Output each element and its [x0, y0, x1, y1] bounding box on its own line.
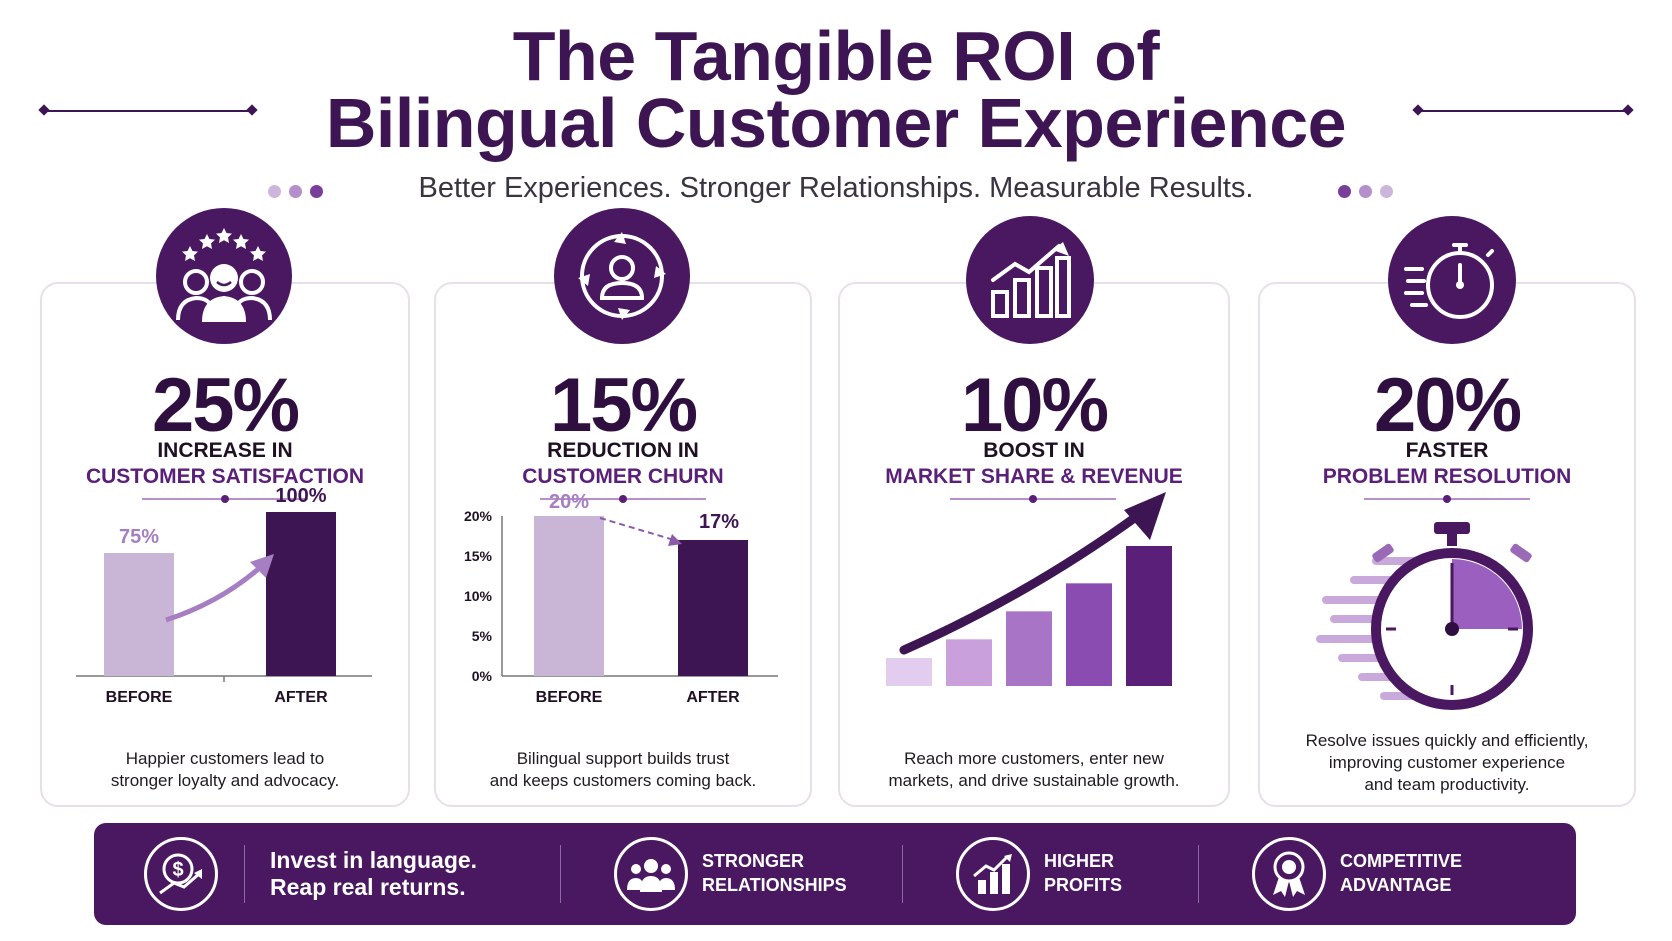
card-description-line1: Resolve issues quickly and efficiently, [1305, 731, 1589, 750]
award-ribbon-icon [1252, 837, 1326, 911]
footer-item-line2: PROFITS [1044, 875, 1123, 895]
growth-bar [1126, 546, 1172, 686]
footer-tagline-line2: Reap real returns. [270, 874, 466, 900]
card-description-line2: markets, and drive sustainable growth. [888, 771, 1180, 790]
bar-category-label: BEFORE [536, 689, 603, 706]
card-market-share: 10% BOOST IN MARKET SHARE & REVENUE Reac… [838, 282, 1230, 807]
card-percent: 20% [1373, 363, 1522, 448]
card-label-line2: CUSTOMER CHURN [522, 465, 724, 488]
y-tick-label: 20% [464, 508, 493, 524]
page-subtitle: Better Experiences. Stronger Relationshi… [418, 172, 1254, 204]
footer-separator [1198, 845, 1199, 903]
bar-category-label: BEFORE [106, 689, 173, 706]
footer-item-line2: RELATIONSHIPS [702, 875, 847, 895]
stopwatch-illustration [1316, 522, 1533, 710]
stopwatch-icon [1388, 216, 1516, 344]
footer-item-line1: STRONGER [702, 851, 805, 871]
card-label-line1: REDUCTION IN [547, 439, 699, 462]
footer-item-line1: HIGHER [1044, 851, 1115, 871]
bar-category-label: AFTER [274, 689, 328, 706]
customer-retention-icon [554, 208, 690, 344]
page-title-line2: Bilingual Customer Experience [325, 84, 1347, 162]
subtitle-dots-left [268, 185, 323, 198]
card-percent: 25% [151, 363, 300, 448]
bar-before [534, 516, 604, 676]
card-description-line1: Bilingual support builds trust [516, 749, 730, 768]
title-rule-left [44, 110, 252, 112]
y-tick-label: 5% [472, 628, 493, 644]
card-description-line1: Reach more customers, enter new [904, 749, 1164, 768]
people-icon [614, 837, 688, 911]
growth-bar [886, 658, 932, 686]
card-divider [142, 495, 308, 503]
card-description-line2: improving customer experience [1328, 753, 1566, 772]
trend-arrow [165, 562, 266, 623]
footer-banner: $ Invest in language. Reap real returns.… [94, 823, 1576, 925]
card-percent: 15% [549, 363, 698, 448]
satisfaction-bar-chart: 75% BEFORE 100% AFTER [76, 485, 372, 706]
bar-after [678, 540, 748, 676]
card-label-line2: CUSTOMER SATISFACTION [85, 465, 365, 488]
bar-data-label: 75% [119, 526, 159, 548]
footer-item-line1: COMPETITIVE [1340, 851, 1463, 871]
footer-separator [244, 845, 245, 903]
trend-arrowhead [250, 554, 274, 578]
page-title-line1: The Tangible ROI of [512, 17, 1160, 95]
bar-data-label: 17% [699, 511, 739, 533]
growth-chart-icon [966, 216, 1094, 344]
bar-data-label: 100% [275, 485, 326, 507]
subtitle-dots-right [1338, 185, 1393, 198]
card-description-line2: and keeps customers coming back. [489, 771, 757, 790]
stopwatch-elapsed-wedge [1452, 559, 1522, 629]
churn-bar-chart: 20% 15% 10% 5% 0% 20% BEFORE 17% AFTER [464, 491, 778, 706]
card-divider [950, 495, 1116, 503]
growth-bar-chart [886, 492, 1172, 686]
bar-category-label: AFTER [686, 689, 740, 706]
y-tick-label: 0% [472, 668, 493, 684]
card-label-line1: INCREASE IN [157, 439, 293, 462]
card-label-line1: FASTER [1405, 439, 1489, 462]
trend-arrow [599, 517, 675, 541]
growth-bar [1006, 611, 1052, 686]
growth-arrow [899, 509, 1145, 655]
footer-separator [902, 845, 903, 903]
customers-stars-icon [156, 208, 292, 344]
growth-bar [1066, 583, 1112, 686]
svg-text:$: $ [172, 859, 183, 881]
card-customer-churn: 15% REDUCTION IN CUSTOMER CHURN 20% 15% 10… [434, 282, 812, 807]
footer-separator [560, 845, 561, 903]
card-description-line2: stronger loyalty and advocacy. [110, 771, 340, 790]
y-tick-label: 10% [464, 588, 493, 604]
footer-item-line2: ADVANTAGE [1340, 875, 1452, 895]
trend-arrowhead [668, 534, 682, 546]
card-description-line3: and team productivity. [1364, 775, 1530, 794]
money-growth-icon: $ [144, 837, 218, 911]
card-description-line1: Happier customers lead to [125, 749, 325, 768]
card-label-line2: MARKET SHARE & REVENUE [885, 465, 1183, 488]
card-problem-resolution: 20% FASTER PROBLEM RESOLUTION Resolve is… [1258, 282, 1636, 807]
card-percent: 10% [960, 363, 1109, 448]
bar-after [266, 512, 336, 676]
card-divider [540, 495, 706, 503]
growth-arrowhead [1124, 492, 1166, 540]
bar-before [104, 553, 174, 676]
card-customer-satisfaction: 25% INCREASE IN CUSTOMER SATISFACTION 75… [40, 282, 410, 807]
growth-bar [946, 639, 992, 686]
card-label-line1: BOOST IN [983, 439, 1085, 462]
footer-tagline-line1: Invest in language. [270, 847, 478, 873]
bar-chart-icon [956, 837, 1030, 911]
card-divider [1364, 495, 1530, 503]
bar-data-label: 20% [549, 491, 589, 513]
card-label-line2: PROBLEM RESOLUTION [1322, 465, 1572, 488]
y-tick-label: 15% [464, 548, 493, 564]
title-rule-right [1418, 110, 1628, 112]
